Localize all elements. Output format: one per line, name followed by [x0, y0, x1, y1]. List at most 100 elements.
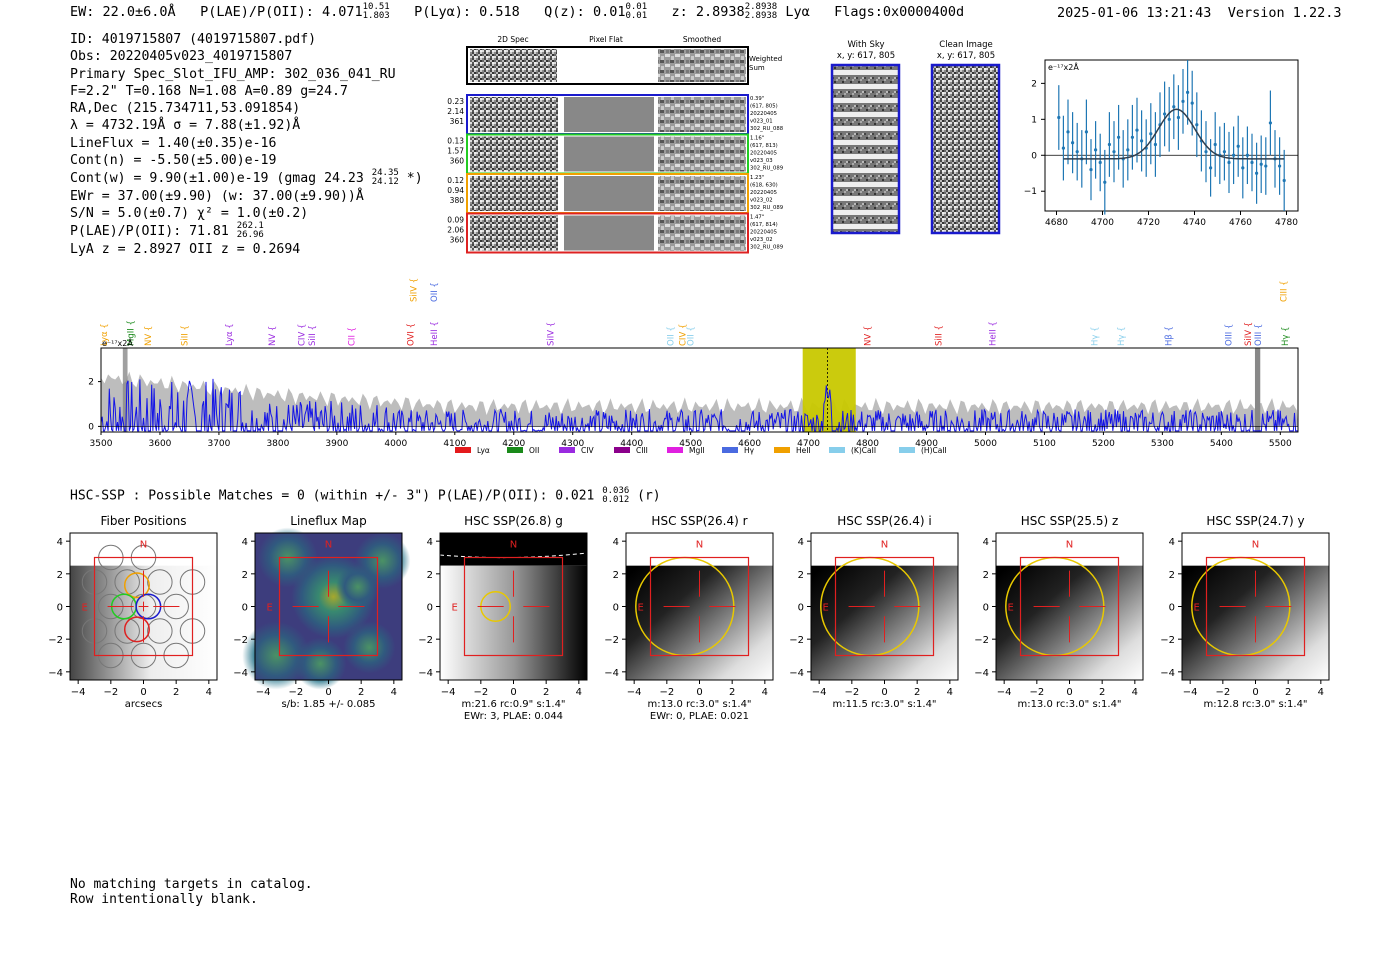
contw-hi: 24.35 [371, 168, 399, 179]
legend-swatch [507, 447, 523, 453]
panel-caption: s/b: 1.85 +/- 0.085 [281, 699, 375, 710]
panel-y-tick-label: 4 [983, 537, 989, 548]
info-spec: Primary Spec_Slot_IFU_AMP: 302_036_041_R… [70, 66, 396, 82]
row-pixel-flat [564, 97, 654, 132]
row-stat: 2.14 [447, 107, 464, 116]
east-label: E [1194, 603, 1200, 614]
legend-swatch [559, 447, 575, 453]
row-meta: v023_01 [750, 119, 773, 125]
fiber-circle [147, 569, 173, 595]
fit-data-point [1236, 144, 1240, 148]
fit-data-point [1112, 150, 1116, 154]
fit-data-point [1209, 166, 1213, 170]
flux-blob [294, 637, 347, 690]
row-meta: (617, 813) [750, 143, 778, 149]
fit-y-tick-label: 2 [1031, 79, 1037, 89]
full-spectrum-chart: Lyα {MgII {NV {SiII {Lyα {NV {CIV {SiII … [88, 278, 1299, 455]
fit-data-point [1250, 160, 1254, 165]
spectrum-x-tick-label: 5200 [1092, 439, 1115, 449]
panel-y-tick-label: −2 [789, 635, 804, 646]
fit-data-point [1107, 142, 1111, 147]
cutout-row-frame [466, 212, 749, 254]
spectrum-x-tick-label: 4600 [738, 439, 761, 449]
info-fiber: F=2.2" T=0.168 N=1.08 A=0.89 g=24.7 [70, 83, 348, 99]
row-meta: 0.39" [750, 96, 764, 102]
north-label: N [1252, 540, 1259, 551]
spectral-line-label: CIII { [1279, 280, 1289, 302]
fit-data-point [1232, 153, 1236, 157]
panel-y-tick-label: −4 [48, 668, 63, 679]
panel-x-tick-label: 2 [729, 687, 735, 698]
fit-data-point [1071, 141, 1075, 145]
spectrum-trace [100, 378, 1298, 433]
spectrum-x-tick-label: 5000 [974, 439, 997, 449]
row-smoothed [658, 97, 746, 132]
spectral-line-label: Lyα { [100, 323, 110, 346]
east-label: E [267, 603, 273, 614]
fit-x-tick-label: 4760 [1229, 218, 1252, 228]
fit-y-tick-label: −1 [1024, 187, 1037, 197]
panel-big: HSC SSP(24.7) y N E −4 −4 −2 −2 0 0 2 2 4 4 m:12.8 rc… [1160, 514, 1330, 710]
info-contn: Cont(n) = -5.50(±5.00)e-19 [70, 153, 277, 169]
panel-x-tick-label: 0 [1066, 687, 1072, 698]
row-stat: 360 [450, 236, 465, 245]
fit-x-tick-label: 4680 [1045, 218, 1068, 228]
spectrum-y-tick-label: 0 [88, 422, 94, 432]
spectrum-x-tick-label: 3900 [325, 439, 348, 449]
fit-data-point [1176, 115, 1180, 120]
spectral-line-label: OIII { [1224, 324, 1234, 346]
info-plae-hi: 262.1 [236, 221, 264, 232]
fit-data-point [1098, 160, 1102, 165]
spectrum-x-tick-label: 5300 [1151, 439, 1174, 449]
fit-data-point [1089, 168, 1093, 172]
panel-y-tick-label: 2 [983, 570, 989, 581]
legend-label: MgII [689, 446, 705, 455]
panel-x-tick-label: 2 [543, 687, 549, 698]
panel-y-tick-label: 4 [242, 537, 248, 548]
panel-x-tick-label: 2 [1099, 687, 1105, 698]
masked-region [122, 348, 128, 432]
spectrum-y-tick-label: 2 [88, 378, 94, 388]
row-meta: 20220405 [750, 230, 777, 236]
catalog-footer: No matching targets in catalog. Row inte… [70, 877, 313, 907]
spectrum-x-tick-label: 5500 [1269, 439, 1292, 449]
row-stat: 0.09 [447, 216, 464, 225]
spectral-line-label: NV { [864, 326, 874, 346]
row-meta: 302_RU_089 [750, 166, 783, 172]
panel-caption: m:21.6 rc:0.9" s:1.4" [461, 699, 565, 710]
fit-data-point [1278, 164, 1282, 168]
panel-y-tick-label: 0 [798, 603, 804, 614]
legend-label: (K)CaII [851, 446, 876, 455]
row-2d-spec [470, 97, 558, 132]
panel-y-tick-label: −2 [418, 635, 433, 646]
panel-title: Fiber Positions [100, 514, 186, 528]
plae-text: P(LAE)/P(OII): 71.81 [70, 224, 229, 240]
panel-x-tick-label: 4 [576, 687, 582, 698]
fit-data-point [1172, 105, 1176, 109]
row-pixel-flat [564, 136, 654, 172]
panel-y-tick-label: −2 [1160, 635, 1175, 646]
spectrum-x-tick-label: 4700 [797, 439, 820, 449]
fit-data-point [1084, 130, 1088, 134]
legend-swatch [774, 447, 790, 453]
info-sn: S/N = 5.0(±0.7) χ² = 1.0(±0.2) [70, 205, 309, 221]
timestamp-version: 2025-01-06 13:21:43 Version 1.22.3 [1057, 5, 1342, 21]
fit-data-point [1153, 142, 1157, 147]
panel-y-tick-label: −2 [974, 635, 989, 646]
row-meta: v023_02 [750, 237, 773, 243]
weighted-label: Weighted [749, 55, 782, 63]
fit-x-tick-label: 4720 [1137, 218, 1160, 228]
panel-x-tick-label: 2 [1285, 687, 1291, 698]
panel-x-tick-label: −4 [997, 687, 1012, 698]
panel-x-tick-label: 0 [140, 687, 146, 698]
panel-x-tick-label: −2 [103, 687, 118, 698]
east-label: E [452, 603, 458, 614]
datetime: 2025-01-06 13:21:43 [1057, 5, 1212, 21]
fit-data-point [1057, 115, 1061, 120]
row-meta: (617, 805) [750, 104, 778, 110]
spectral-line-label: SiIV { [410, 278, 420, 302]
panel-x-tick-label: −2 [1029, 687, 1044, 698]
hsc-lo: 0.012 [602, 495, 630, 505]
row-stat: 380 [450, 196, 465, 205]
